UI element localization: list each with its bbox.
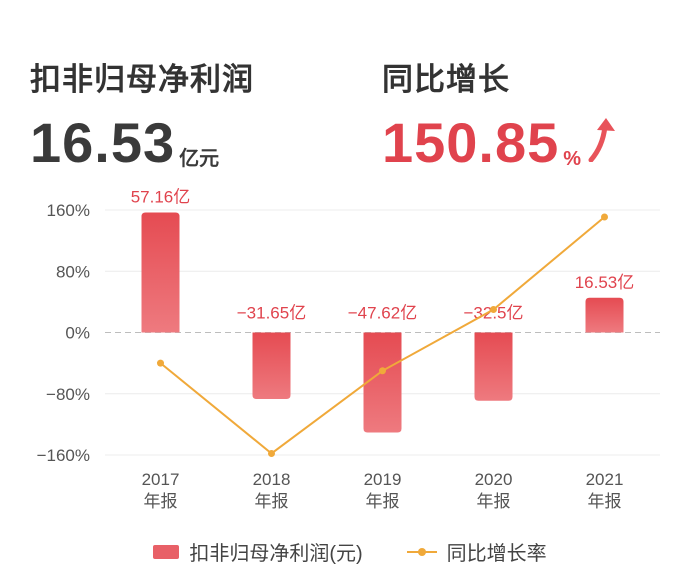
kpi-yoy-growth-value: 150.85 xyxy=(382,111,560,174)
x-tick-label: 2018 xyxy=(253,470,291,489)
legend-line-label: 同比增长率 xyxy=(446,543,547,565)
bar-value-label: −47.62亿 xyxy=(348,304,417,323)
bar xyxy=(585,297,624,333)
bar-value-label: 57.16亿 xyxy=(131,187,191,206)
x-tick-label: 年报 xyxy=(477,492,511,511)
x-tick-label: 年报 xyxy=(588,492,622,511)
y-tick-label: 80% xyxy=(56,262,90,281)
legend-item-bar[interactable]: 扣非归母净利润(元) xyxy=(153,537,363,566)
x-tick-label: 2020 xyxy=(475,470,513,489)
x-tick-label: 2017 xyxy=(142,470,180,489)
growth-point xyxy=(379,367,386,375)
bar xyxy=(141,212,180,333)
growth-point xyxy=(601,213,608,221)
x-tick-label: 年报 xyxy=(144,492,178,511)
x-tick-label: 2019 xyxy=(364,470,402,489)
chart: 160%80%0%−80%−160%57.16亿−31.65亿−47.62亿−3… xyxy=(37,187,660,511)
x-tick-label: 年报 xyxy=(366,492,400,511)
x-tick-label: 2021 xyxy=(586,470,624,489)
y-tick-label: 160% xyxy=(47,201,90,220)
kpi-net-profit-unit: 亿元 xyxy=(179,148,220,170)
y-tick-label: 0% xyxy=(65,324,90,343)
legend-item-line[interactable]: 同比增长率 xyxy=(406,537,547,566)
kpi-yoy-growth: 同比增长 150.85 % xyxy=(382,54,617,171)
legend-line-swatch xyxy=(406,545,437,559)
x-tick-label: 年报 xyxy=(255,492,289,511)
bar-value-label: 16.53亿 xyxy=(575,273,635,292)
legend-bar-label: 扣非归母净利润(元) xyxy=(189,543,363,565)
growth-point xyxy=(268,449,275,457)
up-arrow-icon xyxy=(587,116,617,167)
growth-point xyxy=(157,359,164,367)
y-tick-label: −160% xyxy=(37,446,90,465)
legend-bar-swatch xyxy=(153,544,180,559)
bar xyxy=(252,332,291,399)
growth-point xyxy=(490,306,497,314)
kpi-yoy-growth-unit: % xyxy=(563,148,582,170)
kpi-yoy-growth-label: 同比增长 xyxy=(382,62,510,97)
chart-legend: 扣非归母净利润(元) 同比增长率 xyxy=(0,537,700,566)
kpi-net-profit-label: 扣非归母净利润 xyxy=(30,62,254,97)
kpi-net-profit-value: 16.53 xyxy=(30,111,176,174)
y-tick-label: −80% xyxy=(46,385,90,404)
bar xyxy=(363,332,402,433)
bar-value-label: −31.65亿 xyxy=(237,304,306,323)
bar xyxy=(474,332,513,401)
kpi-net-profit: 扣非归母净利润 16.53 亿元 xyxy=(30,54,254,171)
